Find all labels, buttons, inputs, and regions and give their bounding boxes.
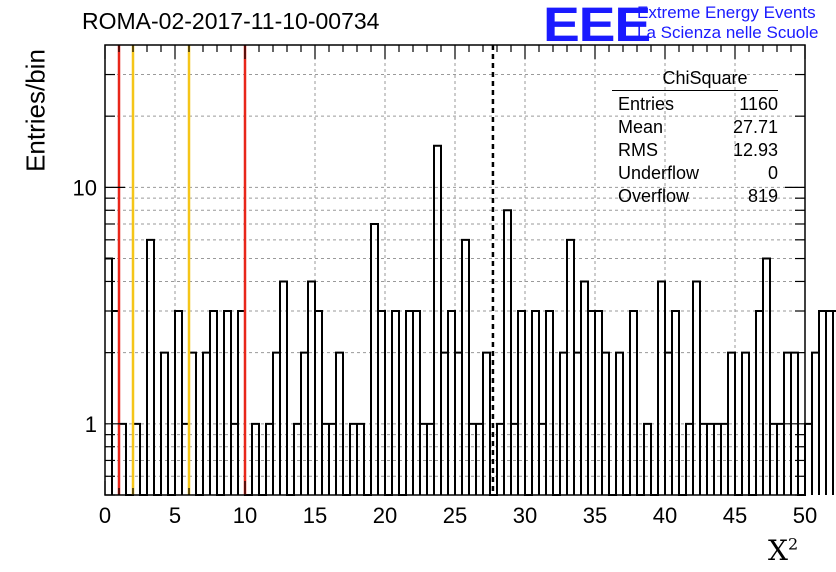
stats-row-rms: RMS 12.93 [612,139,778,162]
marker-lines [117,45,495,495]
x-tick-label: 0 [99,503,111,528]
stats-box: ChiSquare Entries 1160 Mean 27.71 RMS 12.93 Un… [612,68,778,208]
x-tick-label: 15 [303,503,327,528]
stats-row-mean: Mean 27.71 [612,116,778,139]
logo-tagline-1: Extreme Energy Events [637,3,816,22]
x-tick-label: 5 [169,503,181,528]
x-tick-label: 20 [373,503,397,528]
chart-title: ROMA-02-2017-11-10-00734 [82,8,380,34]
tick-marks [104,45,806,496]
x-tick-label: 25 [443,503,467,528]
stats-value: 27.71 [732,117,778,137]
x-axis-label: X2 [768,534,799,567]
logo-tagline-2: La Scienza nelle Scuole [637,23,819,42]
x-tick-label: 50 [793,503,817,528]
tick-labels: 0 5 10 15 20 25 30 35 40 45 50 1 10 [73,175,818,528]
x-tick-label: 35 [583,503,607,528]
y-tick-label: 1 [85,412,97,437]
stats-label: RMS [618,140,658,160]
stats-label: Mean [618,117,664,137]
x-tick-label: 10 [233,503,257,528]
y-tick-label: 10 [73,175,97,200]
stats-row-overflow: Overflow 819 [612,185,778,208]
eee-logo: EEE [543,0,651,52]
x-tick-label: 30 [513,503,537,528]
stats-value: 12.93 [732,140,778,160]
stats-value: 1160 [739,94,778,114]
x-tick-label: 45 [723,503,747,528]
stats-label: Overflow [618,186,690,206]
stats-value: 819 [747,186,778,206]
x-tick-label: 40 [653,503,677,528]
stats-label: Underflow [618,163,700,183]
stats-title: ChiSquare [612,68,778,91]
stats-value: 0 [767,163,778,183]
stats-row-entries: Entries 1160 [612,93,778,116]
stats-label: Entries [618,94,675,114]
stats-row-underflow: Underflow 0 [612,162,778,185]
